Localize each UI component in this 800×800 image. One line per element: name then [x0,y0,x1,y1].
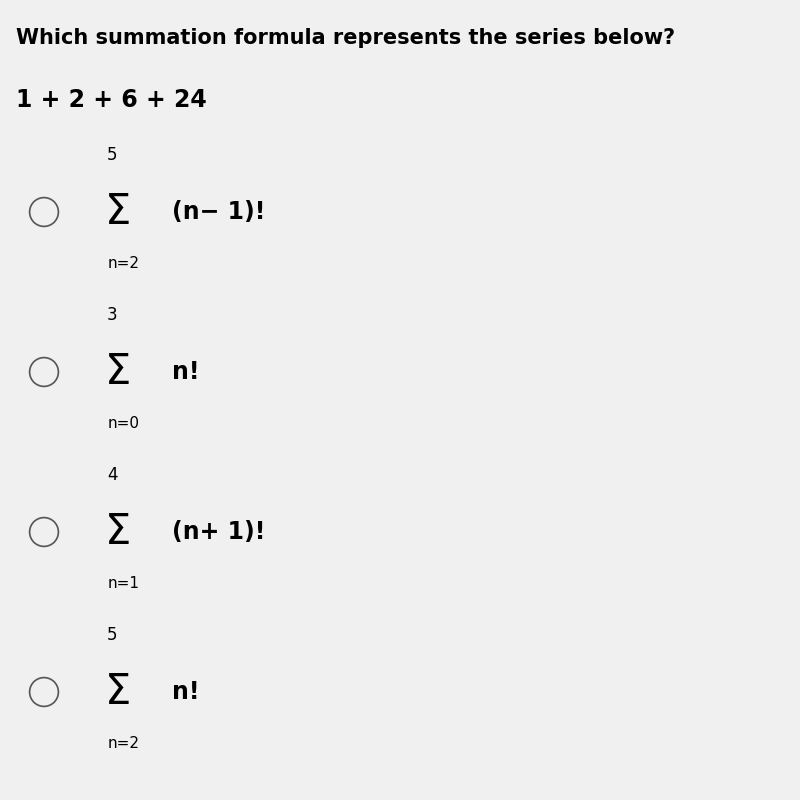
Text: n=0: n=0 [108,416,140,431]
Text: $\Sigma$: $\Sigma$ [104,671,130,713]
Text: 4: 4 [106,466,118,484]
Text: 5: 5 [106,146,118,164]
Text: n!: n! [172,680,199,704]
Text: n=2: n=2 [108,256,140,271]
Text: $\Sigma$: $\Sigma$ [104,191,130,233]
Text: Which summation formula represents the series below?: Which summation formula represents the s… [16,28,675,48]
Text: (n− 1)!: (n− 1)! [172,200,266,224]
Text: n!: n! [172,360,199,384]
Text: 5: 5 [106,626,118,644]
Text: $\Sigma$: $\Sigma$ [104,351,130,393]
Text: 3: 3 [106,306,118,324]
Text: 1 + 2 + 6 + 24: 1 + 2 + 6 + 24 [16,88,206,112]
Text: (n+ 1)!: (n+ 1)! [172,520,266,544]
Text: n=1: n=1 [108,576,140,591]
Text: $\Sigma$: $\Sigma$ [104,511,130,553]
Text: n=2: n=2 [108,736,140,751]
